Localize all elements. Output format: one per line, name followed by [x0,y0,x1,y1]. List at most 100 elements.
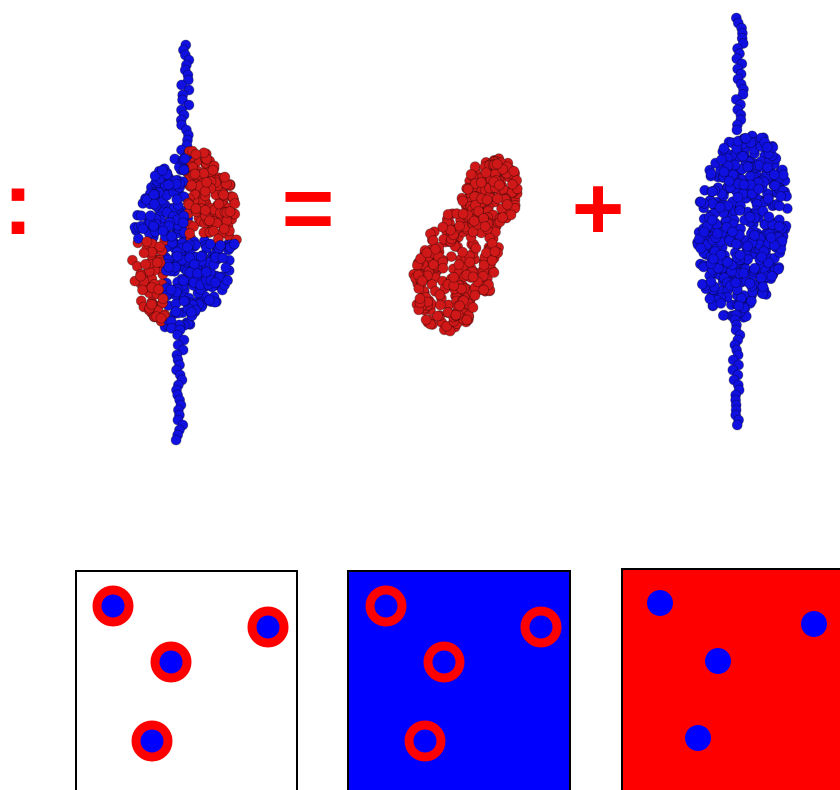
bead [215,239,226,251]
bead [209,277,221,288]
bead [695,242,707,254]
dot-particle [685,725,711,751]
bead [457,246,468,258]
bead [156,165,168,176]
bead [186,179,197,191]
bead [473,205,485,217]
colon: : [3,154,33,254]
bead [731,124,743,136]
bead [475,177,487,188]
bead [731,419,743,431]
panel-red [621,568,840,790]
bead [154,241,166,253]
bead [457,195,469,207]
bead [185,306,197,318]
bead [146,299,157,310]
bead [775,191,787,202]
bead [707,253,719,265]
ring-particle [520,606,562,648]
dot-particle [801,611,827,637]
panel-blue [347,570,571,790]
bead [445,251,457,262]
bead [734,205,746,216]
bead [177,217,189,229]
bead [737,150,749,162]
bead [730,277,742,289]
bead [774,200,785,212]
ring-particle [404,720,446,762]
bead [772,263,784,275]
bead [762,193,774,205]
bead [711,228,723,239]
bead [199,204,211,216]
bead [740,132,752,144]
bead [755,272,767,284]
bead [757,281,769,293]
bead [480,167,492,179]
bead [716,154,728,165]
bead [706,214,718,226]
bead [454,300,465,312]
bead [229,198,241,210]
bead [189,168,201,180]
bead [171,251,183,262]
bead [184,228,196,239]
bead [198,167,210,179]
bead [450,309,462,321]
bead [229,238,240,250]
bead [493,179,505,191]
bead [213,198,225,210]
bead [464,256,476,268]
bead [204,215,215,227]
bead [773,221,785,232]
bead [478,284,490,296]
bead [765,232,777,243]
bead [145,210,156,222]
bead [467,226,479,238]
bead [205,238,216,250]
bead [506,178,518,190]
bead [481,194,493,206]
bead [135,210,147,222]
bead [218,223,230,235]
bead [165,284,177,296]
plus-sign: + [572,159,625,259]
bead [756,251,768,263]
bead [157,225,169,237]
bead [163,261,175,273]
bead [170,306,182,317]
bead [749,262,761,274]
bead [204,294,215,306]
bead [434,289,446,301]
ring-particle [365,585,407,627]
bead [222,275,233,286]
bead [744,211,756,223]
bead [140,258,151,270]
bead [420,314,432,326]
ring-particle [92,585,134,627]
bead [453,259,465,270]
bead [432,310,443,322]
bead [762,257,774,269]
bead [714,201,726,213]
bead [705,168,717,180]
ring-particle [247,606,289,648]
bead [195,250,207,262]
bead [176,79,187,91]
bead [190,203,202,215]
bead [470,242,482,254]
bead [742,161,754,173]
bead [137,284,148,296]
bead [153,284,165,295]
bead [437,262,449,274]
bead [207,164,219,176]
dot-particle [705,648,731,674]
bead [734,249,746,261]
bead [695,196,707,208]
bead [179,153,191,165]
bead [149,170,161,182]
bead [749,229,760,241]
bead [733,300,745,312]
